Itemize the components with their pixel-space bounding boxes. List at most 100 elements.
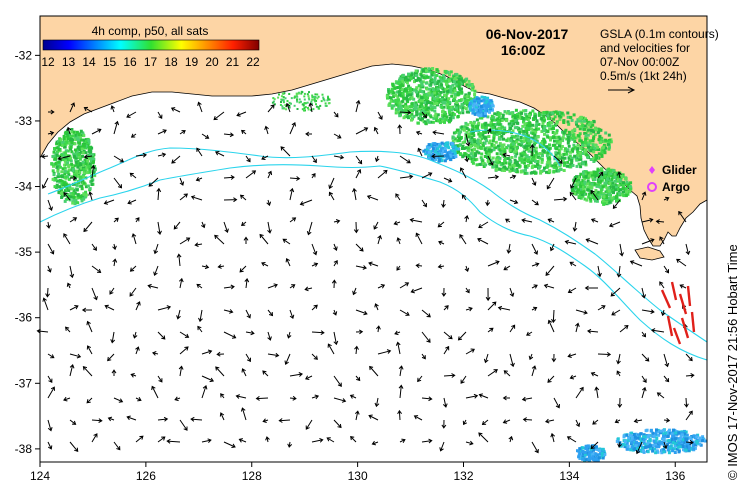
sst-pixel — [511, 115, 515, 119]
velocity-arrow — [399, 174, 414, 180]
velocity-arrow — [685, 243, 691, 256]
sst-pixel — [476, 138, 480, 142]
sst-pixel — [511, 119, 515, 123]
sst-pixel — [610, 185, 614, 188]
sst-pixel — [582, 119, 586, 123]
sst-pixel — [506, 157, 510, 160]
sst-pixel — [513, 126, 517, 130]
sst-pixel — [471, 128, 474, 132]
sst-pixel — [502, 132, 505, 136]
velocity-arrow — [213, 111, 225, 121]
sst-pixel — [76, 146, 80, 150]
sst-pixel — [577, 455, 581, 459]
velocity-arrow — [549, 243, 555, 252]
sst-pixel — [445, 91, 449, 95]
sst-pixel — [590, 450, 594, 454]
sst-pixel — [310, 102, 313, 105]
velocity-arrow — [264, 125, 269, 135]
sst-pixel — [281, 92, 284, 95]
sst-pixel — [460, 90, 464, 94]
sst-pixel — [77, 174, 80, 178]
velocity-arrow — [333, 133, 342, 139]
velocity-arrow — [305, 375, 313, 380]
velocity-arrow — [421, 438, 433, 444]
sst-pixel — [443, 147, 447, 151]
velocity-arrow — [333, 243, 338, 251]
sst-pixel — [642, 438, 646, 442]
sst-pixel — [553, 139, 556, 143]
sst-pixel — [680, 440, 684, 444]
sst-pixel — [588, 184, 592, 188]
sst-pixel — [489, 123, 493, 127]
sst-pixel — [671, 449, 675, 453]
sst-pixel — [486, 159, 490, 163]
sst-pixel — [423, 120, 427, 124]
sst-pixel — [540, 142, 543, 146]
sst-pixel — [570, 156, 574, 160]
y-tick-label: -33 — [15, 114, 33, 128]
velocity-arrow — [590, 218, 599, 223]
sst-pixel — [456, 93, 460, 97]
sst-pixel — [649, 429, 653, 433]
sst-pixel — [583, 451, 587, 454]
sst-pixel — [500, 146, 504, 150]
velocity-arrow — [63, 396, 71, 402]
sst-pixel — [531, 132, 535, 136]
sst-pixel — [545, 154, 549, 158]
sst-pixel — [560, 138, 564, 142]
gsla-note-line: and velocities for — [600, 41, 690, 55]
velocity-arrow — [179, 346, 189, 355]
velocity-arrow — [311, 437, 324, 443]
sst-pixel — [408, 89, 412, 93]
sst-pixel — [559, 167, 563, 171]
velocity-arrow — [241, 129, 247, 135]
sst-pixel — [433, 91, 437, 95]
sst-pixel — [406, 115, 410, 119]
velocity-arrow — [610, 287, 621, 297]
velocity-arrow — [46, 221, 51, 229]
sst-pixel — [534, 164, 538, 168]
sst-pixel — [454, 106, 458, 110]
sst-pixel — [435, 102, 439, 105]
velocity-arrow — [127, 199, 137, 205]
velocity-arrow — [509, 199, 519, 205]
sst-pixel — [394, 102, 398, 106]
velocity-arrow — [551, 309, 556, 324]
velocity-arrow — [641, 331, 647, 338]
sst-pixel — [591, 444, 595, 448]
strong-velocity-arrow — [678, 293, 688, 315]
sst-pixel — [56, 179, 59, 183]
sst-pixel — [426, 96, 429, 100]
sst-pixel — [422, 93, 426, 97]
velocity-arrow — [399, 155, 411, 164]
sst-pixel — [486, 123, 490, 127]
sst-pixel — [666, 431, 670, 435]
sst-pixel — [522, 118, 526, 122]
sst-pixel — [586, 128, 590, 132]
sst-pixel — [79, 175, 83, 179]
sst-pixel — [426, 106, 430, 110]
sst-pixel — [551, 136, 555, 140]
sst-pixel — [280, 95, 283, 98]
sst-pixel — [420, 83, 424, 87]
sst-pixel — [302, 104, 305, 107]
sst-pixel — [465, 146, 469, 150]
velocity-arrow — [398, 365, 404, 377]
sst-pixel — [415, 110, 419, 114]
sst-pixel — [596, 190, 600, 194]
sst-pixel — [415, 90, 418, 94]
sst-pixel — [78, 184, 82, 188]
sst-pixel — [558, 111, 562, 114]
velocity-arrow — [91, 418, 103, 423]
sst-pixel — [503, 147, 507, 151]
sst-pixel — [474, 144, 478, 148]
sst-pixel — [651, 449, 655, 453]
sst-pixel — [547, 147, 551, 151]
sst-pixel — [537, 122, 541, 126]
sst-pixel — [462, 147, 466, 150]
sst-pixel — [534, 150, 538, 154]
sst-pixel — [81, 154, 85, 158]
sst-pixel — [396, 108, 400, 112]
velocity-arrow — [69, 217, 78, 223]
sst-pixel — [513, 169, 517, 173]
